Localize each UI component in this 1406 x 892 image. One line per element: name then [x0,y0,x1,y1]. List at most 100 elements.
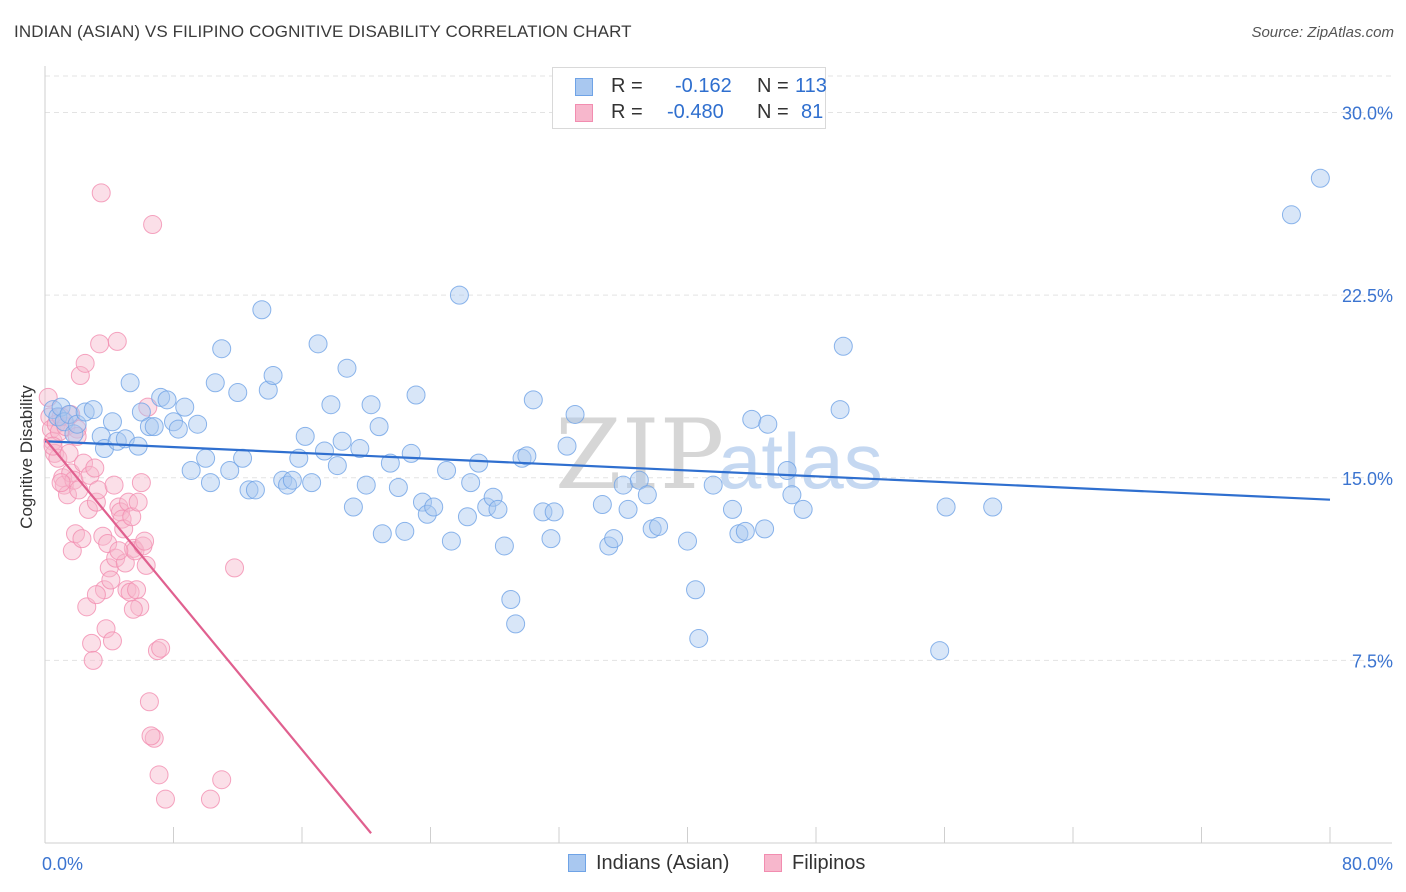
data-point [983,497,1003,517]
data-point [689,628,709,648]
data-point [181,460,201,480]
data-point [91,183,111,203]
data-point [457,507,477,527]
data-point [501,590,521,610]
data-point [437,460,457,480]
data-point [72,529,92,549]
data-point [69,480,89,500]
data-point [337,358,357,378]
data-point [119,492,139,512]
data-point [188,414,208,434]
y-tick-label: 15.0% [1342,469,1393,489]
grid-lines [45,75,1392,661]
data-point [302,473,322,493]
data-point [85,458,105,478]
data-point [604,529,624,549]
data-point [395,521,415,541]
data-point [388,478,408,498]
data-point [200,789,220,809]
legend-n-value: 113 [795,75,827,97]
data-point [233,448,253,468]
chart-title: INDIAN (ASIAN) VS FILIPINO COGNITIVE DIS… [14,22,632,41]
data-point [613,475,633,495]
data-point [147,641,167,661]
data-point [782,485,802,505]
data-point [649,516,669,536]
data-point [117,580,137,600]
data-point [350,439,370,459]
data-point [678,531,697,551]
data-point [565,404,585,424]
data-point [228,383,248,403]
legend-swatch-filipinos [575,104,593,122]
data-point [629,470,649,490]
axes [44,66,1392,844]
data-point [637,485,657,505]
data-point [308,334,328,354]
legend-swatch-indians [568,854,586,872]
data-point [722,499,742,519]
data-point [138,397,158,417]
data-point [1281,205,1301,225]
data-point [101,570,121,590]
data-point [96,619,116,639]
data-point [544,502,564,522]
data-point [830,400,850,420]
data-point [833,336,853,356]
data-point [83,650,103,670]
data-point [369,417,389,437]
data-point [141,726,161,746]
data-point [131,402,151,422]
x-tick-label: 80.0% [1342,854,1393,874]
data-point [321,395,341,415]
data-point [239,480,259,500]
data-point [107,331,127,351]
data-point [59,443,79,463]
data-point [90,334,110,354]
y-tick-label: 22.5% [1342,286,1393,306]
data-point [343,497,363,517]
data-point [412,492,432,512]
data-point [98,534,118,554]
data-point [533,502,553,522]
data-point [557,436,577,456]
data-point [793,499,813,519]
data-point [314,441,334,461]
data-point [1310,168,1330,188]
y-axis-label: Cognitive Disability [17,385,36,529]
data-point [157,390,177,410]
data-point [135,531,155,551]
legend-swatch-indians [575,78,593,96]
data-point [356,475,376,495]
data-point [128,492,148,512]
data-point [449,285,469,305]
data-point [144,417,164,437]
data-point [523,390,543,410]
data-point [120,373,140,393]
data-point [461,473,481,493]
legend-r-value: -0.480 [667,101,724,123]
data-point [127,580,147,600]
legend-n-label: N = [757,101,789,123]
data-point [139,692,159,712]
x-tick-label: 0.0% [42,854,83,874]
stats-legend: R = -0.162 N = 113 R = -0.480 N = 81 [552,67,827,129]
trend-lines [44,438,1331,834]
source-credit: Source: ZipAtlas.com [1251,24,1394,41]
data-point [372,524,392,544]
data-point [327,456,347,476]
data-point [66,524,86,544]
data-point [78,499,98,519]
legend-r-value: -0.162 [675,75,732,97]
data-point [592,495,612,515]
data-point [469,453,489,473]
data-point [488,499,508,519]
data-point [51,473,71,493]
legend-swatch-filipinos [764,854,782,872]
series-filipinos [38,183,245,809]
data-point [494,536,514,556]
data-point [424,497,444,517]
data-point [136,555,156,575]
data-point [59,404,79,424]
